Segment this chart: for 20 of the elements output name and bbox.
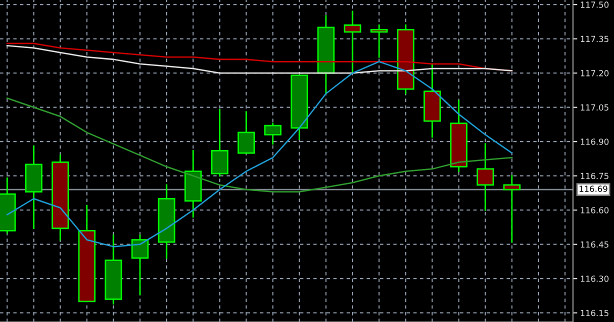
y-tick-label: 117.20 — [580, 70, 609, 76]
candlestick — [131, 234, 149, 296]
candlestick — [238, 111, 255, 154]
y-tick-label: 116.60 — [580, 207, 609, 214]
ref-line-label: 116.69 — [580, 186, 608, 192]
y-tick-label: 117.35 — [580, 36, 608, 42]
y-tick-label: 116.30 — [580, 276, 609, 282]
candlestick — [370, 24, 388, 58]
candlestick — [344, 10, 362, 74]
candlestick — [211, 108, 228, 177]
y-tick-label: 116.75 — [580, 172, 608, 180]
y-tick-label: 117.50 — [580, 2, 609, 8]
y-tick-label: 116.90 — [580, 138, 609, 145]
y-tick-label: 117.05 — [580, 104, 608, 111]
y-tick-label: 116.15 — [580, 310, 608, 316]
candlestick — [503, 175, 521, 243]
candlestick — [476, 143, 494, 211]
y-tick-label: 116.45 — [580, 241, 608, 248]
candlestick — [264, 122, 282, 145]
line-series — [6, 98, 513, 193]
